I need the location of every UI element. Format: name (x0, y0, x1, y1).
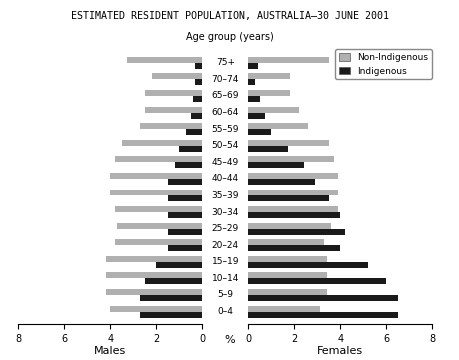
Bar (106, 289, 202, 295)
Bar (195, 80, 202, 85)
Bar (122, 140, 202, 146)
Bar (248, 96, 259, 102)
Bar (186, 129, 202, 135)
Text: 40–44: 40–44 (212, 174, 238, 183)
Bar (248, 129, 271, 135)
Bar (140, 123, 202, 129)
Bar (117, 223, 202, 229)
Bar (110, 189, 202, 195)
Bar (248, 256, 326, 262)
Bar (248, 295, 397, 301)
Text: 60–64: 60–64 (211, 108, 239, 117)
Bar (190, 113, 202, 118)
Bar (106, 273, 202, 278)
Bar (168, 212, 202, 218)
Text: 75+: 75+ (215, 58, 235, 67)
Bar (248, 245, 340, 251)
Bar (126, 57, 202, 63)
Bar (179, 146, 202, 152)
Text: 25–29: 25–29 (211, 224, 239, 233)
Bar (248, 173, 337, 179)
Text: 70–74: 70–74 (211, 75, 239, 84)
Bar (248, 189, 337, 195)
Text: 0–4: 0–4 (217, 307, 233, 316)
Bar (248, 146, 287, 152)
Bar (115, 156, 202, 162)
Bar (248, 179, 314, 185)
Bar (145, 278, 202, 284)
Bar (248, 80, 255, 85)
Bar (248, 156, 333, 162)
Bar (168, 229, 202, 235)
Text: 65–69: 65–69 (211, 91, 239, 100)
Bar (195, 63, 202, 69)
Bar (248, 57, 328, 63)
Bar (140, 311, 202, 318)
Bar (248, 278, 386, 284)
Legend: Non-Indigenous, Indigenous: Non-Indigenous, Indigenous (335, 49, 431, 79)
Text: %: % (224, 335, 235, 345)
Text: Age group (years): Age group (years) (186, 32, 273, 42)
Bar (106, 256, 202, 262)
Bar (115, 239, 202, 245)
Bar (248, 262, 367, 268)
Bar (193, 96, 202, 102)
Bar (174, 162, 202, 168)
Bar (248, 162, 303, 168)
Bar (248, 73, 289, 80)
Bar (248, 63, 257, 69)
Text: 45–49: 45–49 (211, 158, 239, 167)
Bar (248, 212, 340, 218)
Bar (248, 311, 397, 318)
Text: ESTIMATED RESIDENT POPULATION, AUSTRALIA–30 JUNE 2001: ESTIMATED RESIDENT POPULATION, AUSTRALIA… (71, 11, 388, 21)
Bar (168, 195, 202, 202)
X-axis label: Females: Females (317, 346, 363, 356)
Bar (110, 306, 202, 311)
Bar (248, 195, 328, 202)
Bar (248, 206, 337, 212)
Bar (248, 229, 344, 235)
Bar (145, 90, 202, 96)
Bar (145, 107, 202, 113)
Bar (156, 262, 202, 268)
Bar (168, 245, 202, 251)
Text: 20–24: 20–24 (212, 241, 238, 250)
Text: 15–19: 15–19 (211, 257, 239, 266)
Text: 10–14: 10–14 (211, 274, 239, 283)
Bar (248, 107, 298, 113)
Bar (110, 173, 202, 179)
Bar (151, 73, 202, 80)
Text: 30–34: 30–34 (211, 208, 239, 217)
Text: 5–9: 5–9 (217, 291, 233, 300)
Bar (248, 123, 308, 129)
Bar (140, 295, 202, 301)
Bar (115, 206, 202, 212)
Text: 50–54: 50–54 (211, 141, 239, 150)
Text: 55–59: 55–59 (211, 125, 239, 134)
Text: 35–39: 35–39 (211, 191, 239, 200)
Bar (248, 90, 289, 96)
X-axis label: Males: Males (94, 346, 126, 356)
Bar (248, 113, 264, 118)
Bar (248, 306, 319, 311)
Bar (248, 140, 328, 146)
Bar (248, 223, 330, 229)
Bar (248, 289, 326, 295)
Bar (248, 239, 324, 245)
Bar (168, 179, 202, 185)
Bar (248, 273, 326, 278)
